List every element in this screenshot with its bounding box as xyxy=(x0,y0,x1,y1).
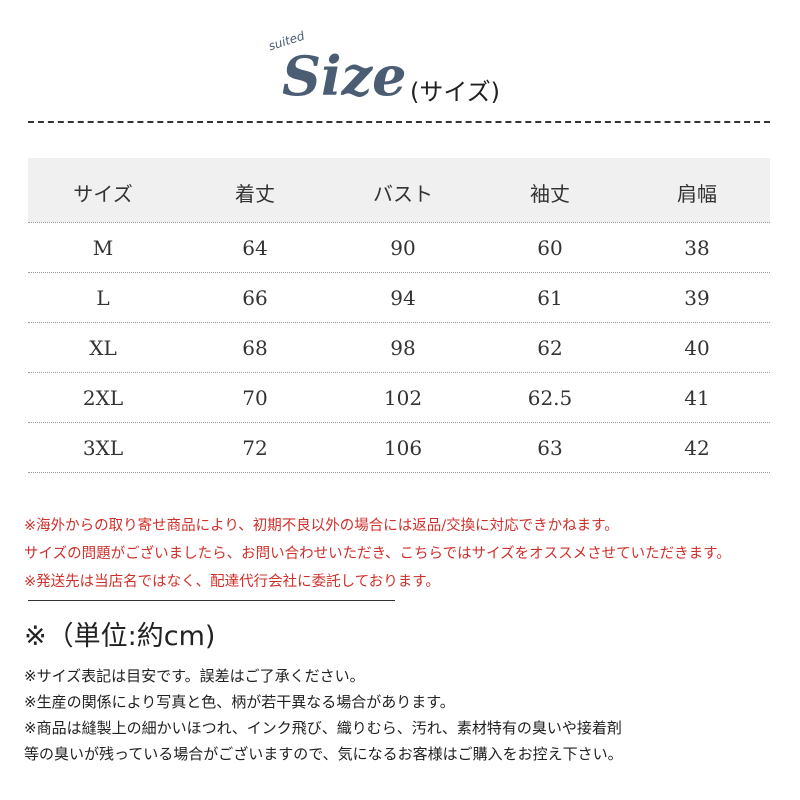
column-header: 着丈 xyxy=(235,182,275,206)
table-cell: 90 xyxy=(390,236,416,260)
unit: ※（単位:約cm) xyxy=(24,621,216,652)
row-divider xyxy=(28,422,770,423)
table-header-bg xyxy=(28,158,770,222)
notice: ※海外からの取り寄せ商品により、初期不良以外の場合には返品/交換に対応できかねま… xyxy=(24,518,619,534)
table-cell: 60 xyxy=(537,236,563,260)
column-header: バスト xyxy=(373,182,433,206)
size-label: XL xyxy=(89,336,117,360)
table-cell: 106 xyxy=(383,436,423,460)
subtitle: (サイズ) xyxy=(410,78,501,106)
size-label: 3XL xyxy=(82,436,124,460)
divider xyxy=(28,121,770,123)
row-divider xyxy=(28,372,770,373)
row-divider xyxy=(28,322,770,323)
table-cell: 94 xyxy=(390,286,416,310)
row-divider xyxy=(28,272,770,273)
row-divider xyxy=(28,222,770,223)
table-cell: 39 xyxy=(684,286,710,310)
note: ※商品は縫製上の細かいほつれ、インク飛び、織りむら、汚れ、素材特有の臭いや接着剤 xyxy=(24,719,622,737)
table-cell: 61 xyxy=(537,286,563,310)
table-cell: 64 xyxy=(242,236,268,260)
table-cell: 42 xyxy=(684,436,710,460)
column-header: 袖丈 xyxy=(530,182,570,206)
note: ※生産の関係により写真と色、柄が若干異なる場合があります。 xyxy=(24,693,455,711)
table-cell: 98 xyxy=(390,336,416,360)
table-cell: 102 xyxy=(383,386,423,410)
size-label: L xyxy=(96,286,110,310)
table-cell: 63 xyxy=(537,436,563,460)
table-cell: 62 xyxy=(537,336,563,360)
table-cell: 40 xyxy=(684,336,710,360)
size-label: M xyxy=(92,236,114,260)
rule xyxy=(28,600,395,601)
table-cell: 41 xyxy=(684,386,710,410)
table-cell: 70 xyxy=(242,386,268,410)
note: ※サイズ表記は目安です。誤差はご了承ください。 xyxy=(24,667,365,685)
column-header: 肩幅 xyxy=(677,182,717,206)
notice: サイズの問題がございましたら、お問い合わせいただき、こちらではサイズをオススメさ… xyxy=(24,546,731,562)
notice: ※発送先は当店名ではなく、配達代行会社に委託しております。 xyxy=(24,574,440,590)
table-cell: 72 xyxy=(242,436,268,460)
note: 等の臭いが残っている場合がございますので、気になるお客様はご購入をお控え下さい。 xyxy=(24,745,623,763)
table-cell: 66 xyxy=(242,286,268,310)
table-cell: 38 xyxy=(684,236,710,260)
table-cell: 68 xyxy=(242,336,268,360)
table-cell: 62.5 xyxy=(527,386,573,410)
logo: Size xyxy=(282,44,407,108)
size-label: 2XL xyxy=(82,386,124,410)
column-header: サイズ xyxy=(73,182,133,206)
row-divider xyxy=(28,472,770,473)
